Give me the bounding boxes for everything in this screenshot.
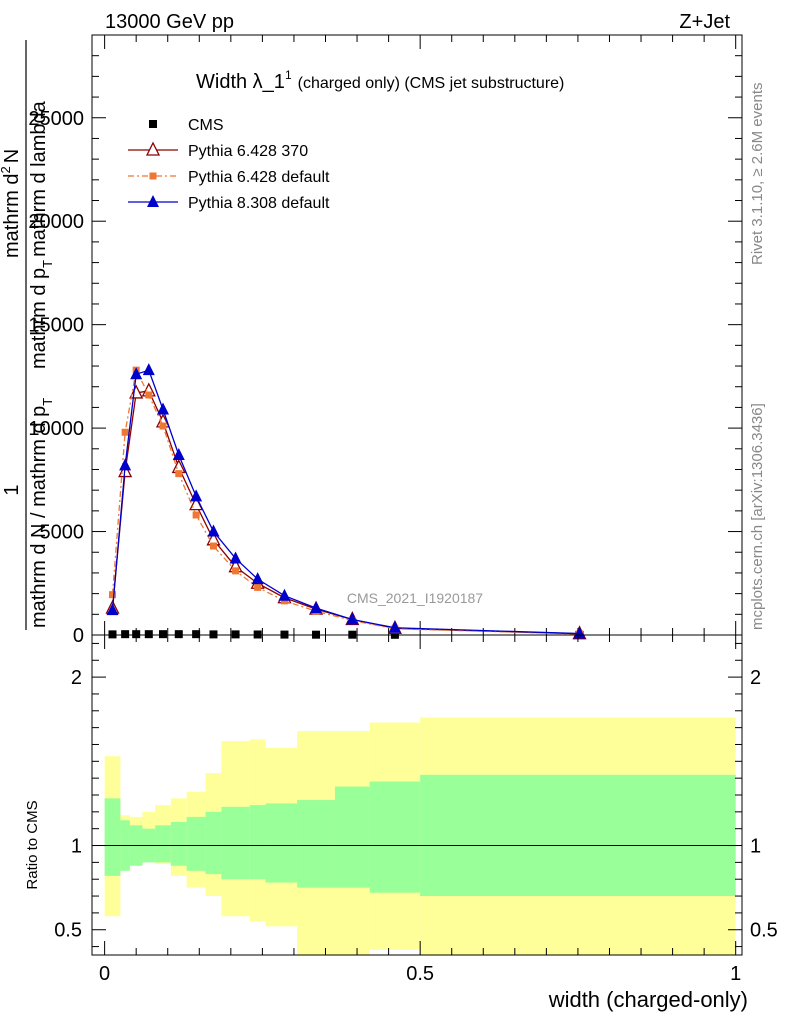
- main-ytick-label: 5000: [40, 522, 85, 544]
- main-ytick-label: 20000: [28, 211, 84, 233]
- ratio-ytick-label-right: 0.5: [750, 920, 778, 942]
- band-bin: [249, 805, 266, 880]
- data-point: [175, 470, 183, 478]
- data-point: [109, 591, 117, 599]
- data-point: [119, 458, 132, 471]
- data-point: [158, 630, 167, 639]
- svg-text:1: 1: [1, 484, 23, 495]
- x-axis-label: width (charged-only): [548, 987, 748, 1012]
- data-point: [388, 620, 401, 633]
- data-point: [156, 402, 169, 415]
- legend-marker: [145, 141, 161, 156]
- data-point: [172, 448, 185, 460]
- ratio-ytick-label-right: 1: [750, 836, 761, 858]
- svg-text:mathrm d2N: mathrm d2N: [0, 149, 23, 258]
- legend-marker: [149, 120, 157, 128]
- main-ytick-label: 10000: [28, 418, 84, 440]
- data-point: [209, 630, 218, 639]
- main-ytick-label: 0: [73, 625, 84, 647]
- legend-label: CMS: [188, 117, 224, 134]
- stat-band: [104, 774, 736, 897]
- watermark: CMS_2021_I1920187: [347, 590, 483, 606]
- data-point: [190, 489, 203, 502]
- data-point: [232, 567, 240, 575]
- band-bin: [221, 806, 250, 880]
- data-point: [207, 524, 220, 537]
- plot-title: Width λ_11 (charged only) (CMS jet substr…: [196, 68, 564, 93]
- data-point: [142, 363, 155, 376]
- svg-text:mathrm d N / mathrm d pT: mathrm d N / mathrm d pT: [28, 398, 55, 628]
- data-point: [278, 588, 291, 601]
- main-ytick-label: 15000: [28, 315, 84, 337]
- xtick-label: 0.5: [406, 963, 434, 985]
- data-point: [231, 630, 240, 639]
- data-point: [121, 630, 130, 639]
- data-point: [310, 601, 323, 614]
- ratio-ytick-label: 1: [71, 836, 82, 858]
- data-point: [144, 630, 153, 639]
- band-bin: [369, 781, 421, 893]
- legend-label: Pythia 8.308 default: [188, 195, 330, 212]
- data-point: [192, 511, 200, 519]
- band-bin: [297, 800, 335, 888]
- legend-label: Pythia 6.428 default: [188, 169, 330, 186]
- xtick-label: 1: [730, 963, 741, 985]
- band-bin: [155, 825, 171, 863]
- data-point: [106, 603, 119, 616]
- ratio-ytick-label-right: 2: [750, 667, 761, 689]
- legend: CMS Pythia 6.428 370 Pythia 6.428 default P…: [128, 117, 330, 212]
- data-point: [229, 551, 242, 564]
- legend-label: Pythia 6.428 370: [188, 143, 308, 160]
- data-point: [121, 428, 129, 436]
- data-point: [253, 630, 262, 639]
- data-point: [108, 630, 117, 639]
- legend-marker: [147, 195, 159, 207]
- energy-label: 13000 GeV pp: [105, 11, 234, 33]
- mcplots-label: mcplots.cern.ch [arXiv:1306.3436]: [749, 403, 766, 630]
- band-bin: [334, 786, 370, 888]
- band-bin: [205, 811, 222, 875]
- data-point: [573, 626, 586, 639]
- ratio-y-axis-label: Ratio to CMS: [24, 800, 41, 889]
- main-ytick-label: 25000: [28, 108, 84, 130]
- band-bin: [265, 803, 298, 883]
- band-bin: [186, 816, 206, 871]
- data-point: [145, 391, 153, 399]
- data-point: [132, 630, 141, 639]
- data-point: [174, 630, 183, 639]
- data-point: [192, 630, 201, 639]
- legend-marker: [149, 172, 157, 180]
- band-bin: [170, 821, 187, 866]
- ratio-ytick-label: 2: [71, 667, 82, 689]
- rivet-label: Rivet 3.1.10, ≥ 2.6M events: [749, 83, 766, 266]
- data-point: [159, 422, 167, 430]
- band-bin: [104, 798, 121, 876]
- ratio-plot-panel: 0.5 0.5 1 1 2 2 0 0.5 1: [54, 634, 778, 985]
- process-label: Z+Jet: [679, 11, 730, 33]
- main-y-axis-label: 1 mathrm d N / mathrm d pT mathrm d2N ma…: [0, 40, 55, 630]
- data-point: [209, 542, 217, 550]
- data-point: [280, 597, 288, 605]
- data-point: [130, 367, 143, 380]
- svg-text:mathrm d pTmathrm d lambda: mathrm d pTmathrm d lambda: [28, 100, 55, 369]
- main-plot-panel: 0 5000 10000 15000 20000 25000 CMS_2021_I1920…: [28, 34, 743, 647]
- data-point: [254, 583, 262, 591]
- data-point: [251, 572, 264, 585]
- series-3: [106, 363, 586, 639]
- ratio-ytick-label: 0.5: [54, 920, 82, 942]
- data-point: [346, 612, 359, 625]
- band-bin: [420, 774, 736, 897]
- xtick-label: 0: [99, 963, 110, 985]
